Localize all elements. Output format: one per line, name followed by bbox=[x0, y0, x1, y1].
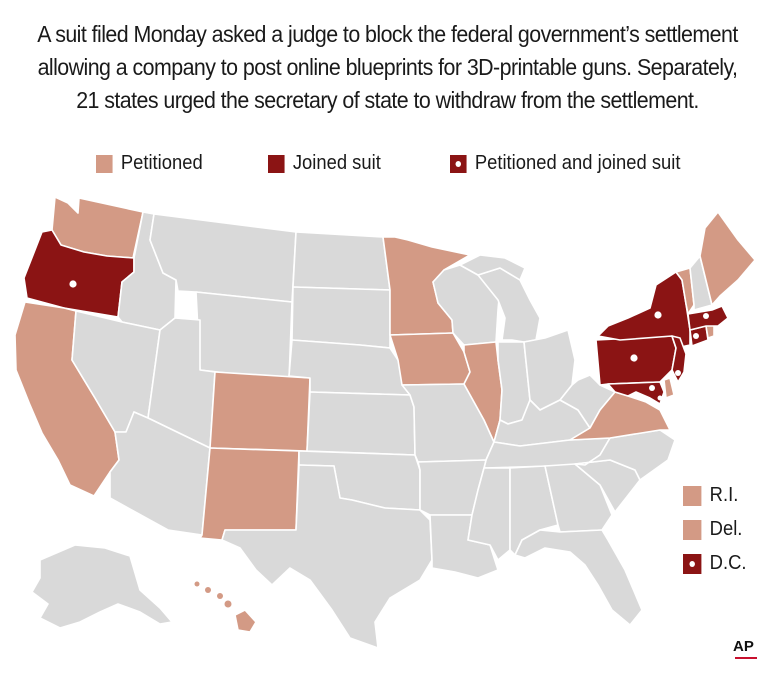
marker-or bbox=[69, 280, 77, 288]
small-legend-ri: R.I. bbox=[683, 484, 738, 507]
swatch-ri bbox=[683, 485, 702, 506]
legend-swatch-both bbox=[450, 154, 467, 173]
state-de bbox=[663, 377, 675, 399]
marker-dc bbox=[657, 395, 663, 401]
legend: Petitioned Joined suit Petitioned and jo… bbox=[0, 152, 775, 180]
state-va bbox=[569, 391, 671, 441]
dot-icon bbox=[689, 560, 695, 567]
small-legend-de: Del. bbox=[683, 518, 742, 541]
marker-ma bbox=[703, 313, 709, 319]
headline-line: 21 states urged the secretary of state t… bbox=[76, 87, 699, 113]
marker-ct bbox=[693, 333, 699, 339]
label-de: Del. bbox=[709, 518, 743, 540]
state-tx bbox=[221, 464, 433, 649]
hawaii-islands bbox=[194, 581, 232, 608]
legend-label-joined: Joined suit bbox=[292, 152, 381, 174]
marker-nj bbox=[675, 370, 681, 376]
state-nc bbox=[574, 429, 676, 481]
dot-icon bbox=[455, 160, 462, 167]
legend-item-joined: Joined suit bbox=[268, 152, 381, 175]
state-ks bbox=[306, 391, 416, 456]
legend-label-both: Petitioned and joined suit bbox=[474, 152, 681, 174]
state-mi-upper bbox=[459, 254, 526, 281]
small-legend-dc: D.C. bbox=[683, 552, 746, 575]
state-nj bbox=[671, 335, 687, 383]
marker-pa bbox=[630, 354, 638, 362]
hawaii-island bbox=[194, 581, 200, 587]
legend-item-both: Petitioned and joined suit bbox=[450, 152, 680, 175]
hawaii-island bbox=[224, 600, 232, 608]
state-nm bbox=[199, 447, 300, 541]
state-co bbox=[209, 371, 311, 452]
marker-ny bbox=[654, 311, 662, 319]
legend-swatch-joined bbox=[268, 154, 285, 173]
state-wy bbox=[195, 291, 293, 381]
ap-credit-logo: AP bbox=[733, 638, 754, 655]
legend-label-petitioned: Petitioned bbox=[120, 152, 203, 174]
hawaii-island bbox=[205, 587, 211, 593]
state-ia bbox=[389, 332, 471, 386]
legend-item-petitioned: Petitioned bbox=[96, 152, 203, 175]
swatch-de bbox=[683, 519, 702, 540]
state-ms bbox=[467, 467, 511, 561]
state-fl bbox=[514, 529, 643, 626]
state-hi bbox=[234, 609, 257, 633]
marker-md bbox=[649, 385, 655, 391]
state-nh bbox=[689, 255, 713, 311]
headline-line: allowing a company to post online bluepr… bbox=[37, 54, 738, 80]
headline-line: A suit filed Monday asked a judge to blo… bbox=[37, 21, 738, 47]
state-sd bbox=[291, 286, 391, 349]
label-dc: D.C. bbox=[709, 552, 747, 574]
ap-credit-underline bbox=[735, 657, 757, 659]
state-nd bbox=[292, 231, 391, 291]
label-ri: R.I. bbox=[709, 484, 739, 506]
legend-swatch-petitioned bbox=[96, 154, 113, 173]
state-me bbox=[699, 211, 756, 306]
swatch-dc bbox=[683, 553, 702, 574]
hawaii-island bbox=[217, 593, 223, 599]
state-ak bbox=[31, 544, 173, 629]
headline: A suit filed Monday asked a judge to blo… bbox=[36, 18, 738, 117]
